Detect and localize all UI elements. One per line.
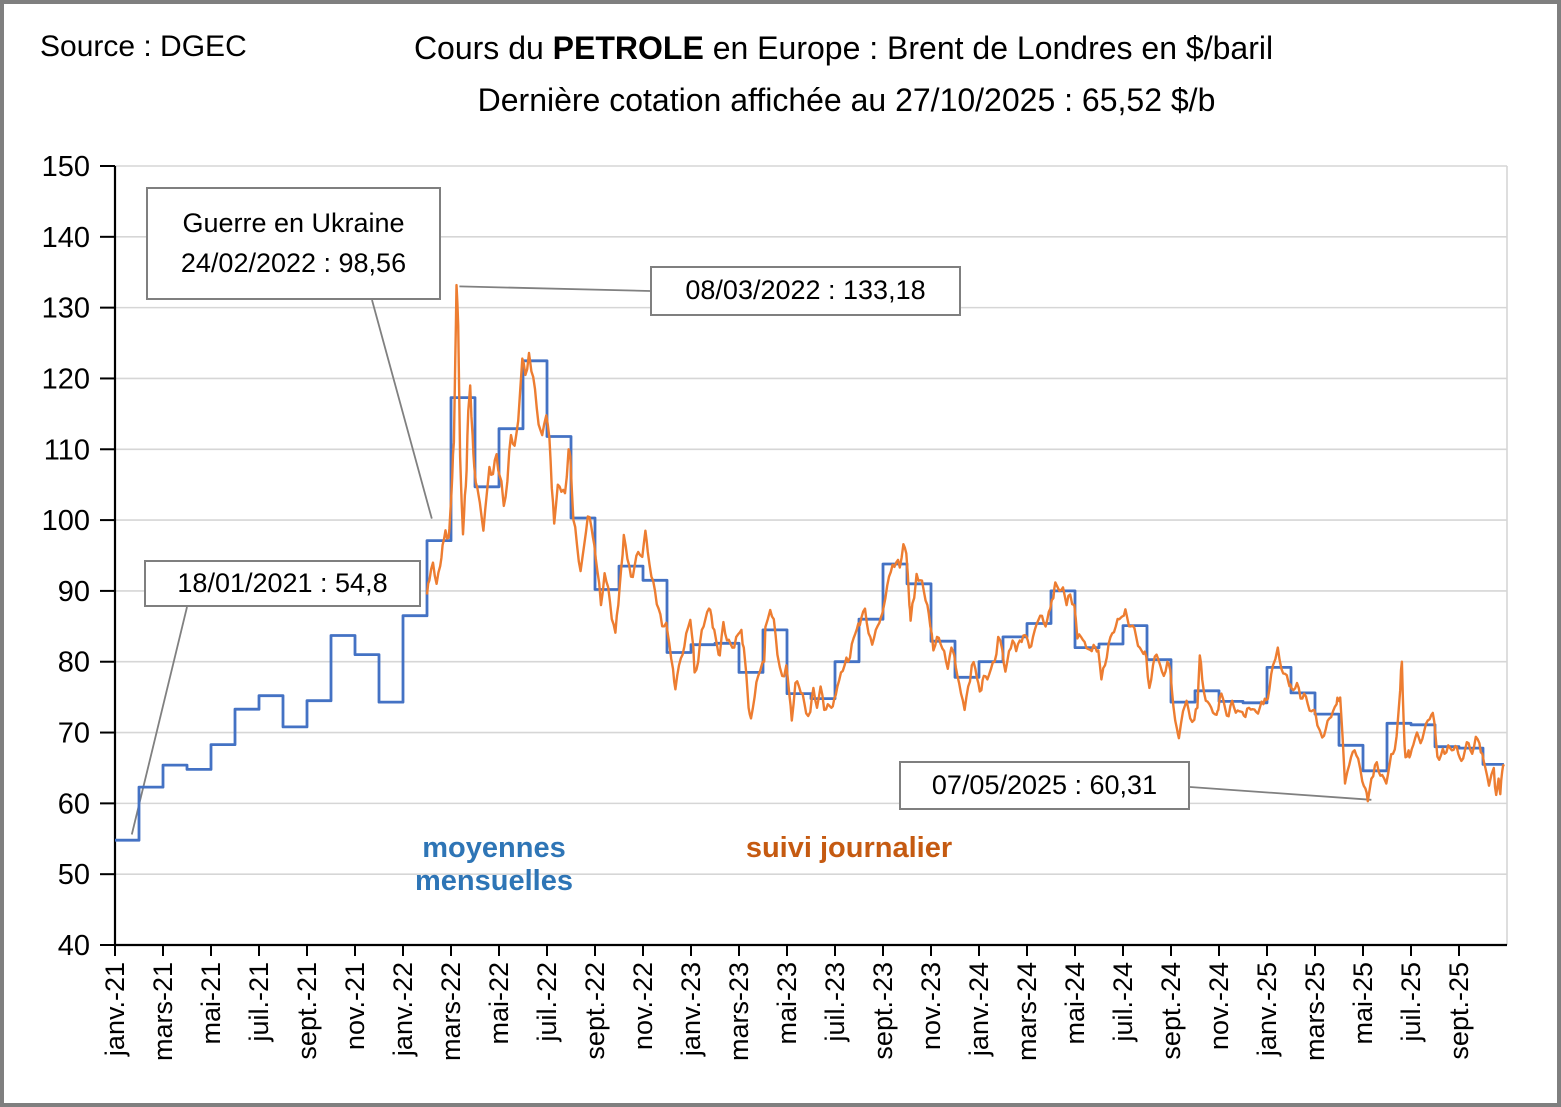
annotation-line: 18/01/2021 : 54,8: [177, 567, 388, 598]
x-tick-label: nov.-22: [628, 962, 658, 1050]
x-tick-label: juil.-22: [532, 962, 562, 1043]
y-tick-label: 130: [42, 293, 90, 325]
x-tick-label: mars-21: [148, 962, 178, 1061]
x-tick-label: juil.-25: [1396, 962, 1426, 1043]
x-tick-label: nov.-23: [916, 962, 946, 1050]
annotation-peak-2022: 08/03/2022 : 133,18: [650, 266, 961, 316]
x-tick-label: mars-24: [1012, 962, 1042, 1061]
leader-line-low_2025: [1189, 786, 1372, 801]
x-tick-label: sept.-25: [1444, 962, 1474, 1060]
leader-line-start_2021: [130, 606, 188, 835]
source-label: Source : DGEC: [40, 30, 247, 63]
annotation-line: Guerre en Ukraine: [182, 208, 405, 239]
y-tick-label: 150: [42, 151, 90, 183]
y-axis: 40 50 60 70 80 90 100 110 120 130 140 150: [42, 151, 115, 962]
x-tick-label: nov.-24: [1204, 962, 1234, 1050]
annotation-line: 08/03/2022 : 133,18: [685, 275, 926, 306]
annotation-line: 24/02/2022 : 98,56: [180, 247, 407, 278]
x-tick-label: mai-22: [484, 962, 514, 1045]
annotation-leader-lines: [130, 285, 1372, 835]
x-tick-label: mai-23: [772, 962, 802, 1045]
x-tick-label: janv.-25: [1252, 962, 1282, 1057]
y-tick-label: 140: [42, 222, 90, 254]
y-tick-label: 120: [42, 363, 90, 395]
chart-title: Cours du PETROLE en Europe : Brent de Lo…: [414, 30, 1273, 67]
x-tick-label: sept.-23: [868, 962, 898, 1060]
y-tick-label: 80: [58, 647, 90, 679]
x-tick-label: janv.-22: [388, 962, 418, 1057]
leader-line-ukraine: [371, 299, 433, 519]
x-tick-label: sept.-22: [580, 962, 610, 1060]
chart-title-suffix: en Europe : Brent de Londres en $/baril: [703, 30, 1274, 66]
x-tick-label: nov.-21: [340, 962, 370, 1050]
leader-line-peak_2022: [459, 285, 651, 292]
price-chart: 40 50 60 70 80 90 100 110 120 130 140 150 janv.-21 ma…: [42, 151, 1508, 1061]
x-tick-label: sept.-21: [292, 962, 322, 1060]
legend-daily-tracking: suivi journalier: [745, 832, 953, 864]
x-tick-label: sept.-24: [1156, 962, 1186, 1060]
x-tick-label: mars-25: [1300, 962, 1330, 1061]
annotation-guerre-ukraine: Guerre en Ukraine 24/02/2022 : 98,56: [146, 187, 441, 300]
y-tick-label: 50: [58, 859, 90, 891]
x-tick-label: juil.-23: [820, 962, 850, 1043]
chart-subtitle: Dernière cotation affichée au 27/10/2025…: [477, 82, 1216, 118]
x-tick-label: mai-25: [1348, 962, 1378, 1045]
x-axis: janv.-21 mars-21 mai-21 juil.-21 sept.-21 nov…: [100, 945, 1474, 1061]
x-tick-label: juil.-24: [1108, 962, 1138, 1043]
x-tick-label: mars-23: [724, 962, 754, 1061]
x-tick-label: mars-22: [436, 962, 466, 1061]
y-tick-label: 70: [58, 718, 90, 750]
x-tick-label: janv.-21: [100, 962, 130, 1057]
daily-tracking-series: [425, 283, 1505, 803]
y-tick-label: 60: [58, 788, 90, 820]
x-tick-label: janv.-23: [676, 962, 706, 1057]
legend-monthly-averages: moyennes mensuelles: [415, 832, 573, 897]
y-tick-label: 100: [42, 505, 90, 537]
x-tick-label: mai-24: [1060, 962, 1090, 1045]
y-tick-label: 40: [58, 930, 90, 962]
chart-title-bold: PETROLE: [552, 30, 704, 66]
y-tick-label: 110: [44, 434, 90, 466]
annotation-low-2025: 07/05/2025 : 60,31: [899, 761, 1190, 810]
annotation-start-2021: 18/01/2021 : 54,8: [144, 560, 421, 607]
annotation-line: 07/05/2025 : 60,31: [931, 769, 1158, 800]
x-tick-label: janv.-24: [964, 962, 994, 1057]
chart-title-prefix: Cours du: [413, 30, 553, 66]
x-tick-label: mai-21: [196, 962, 226, 1045]
y-tick-label: 90: [58, 576, 90, 608]
x-tick-label: juil.-21: [244, 962, 274, 1043]
